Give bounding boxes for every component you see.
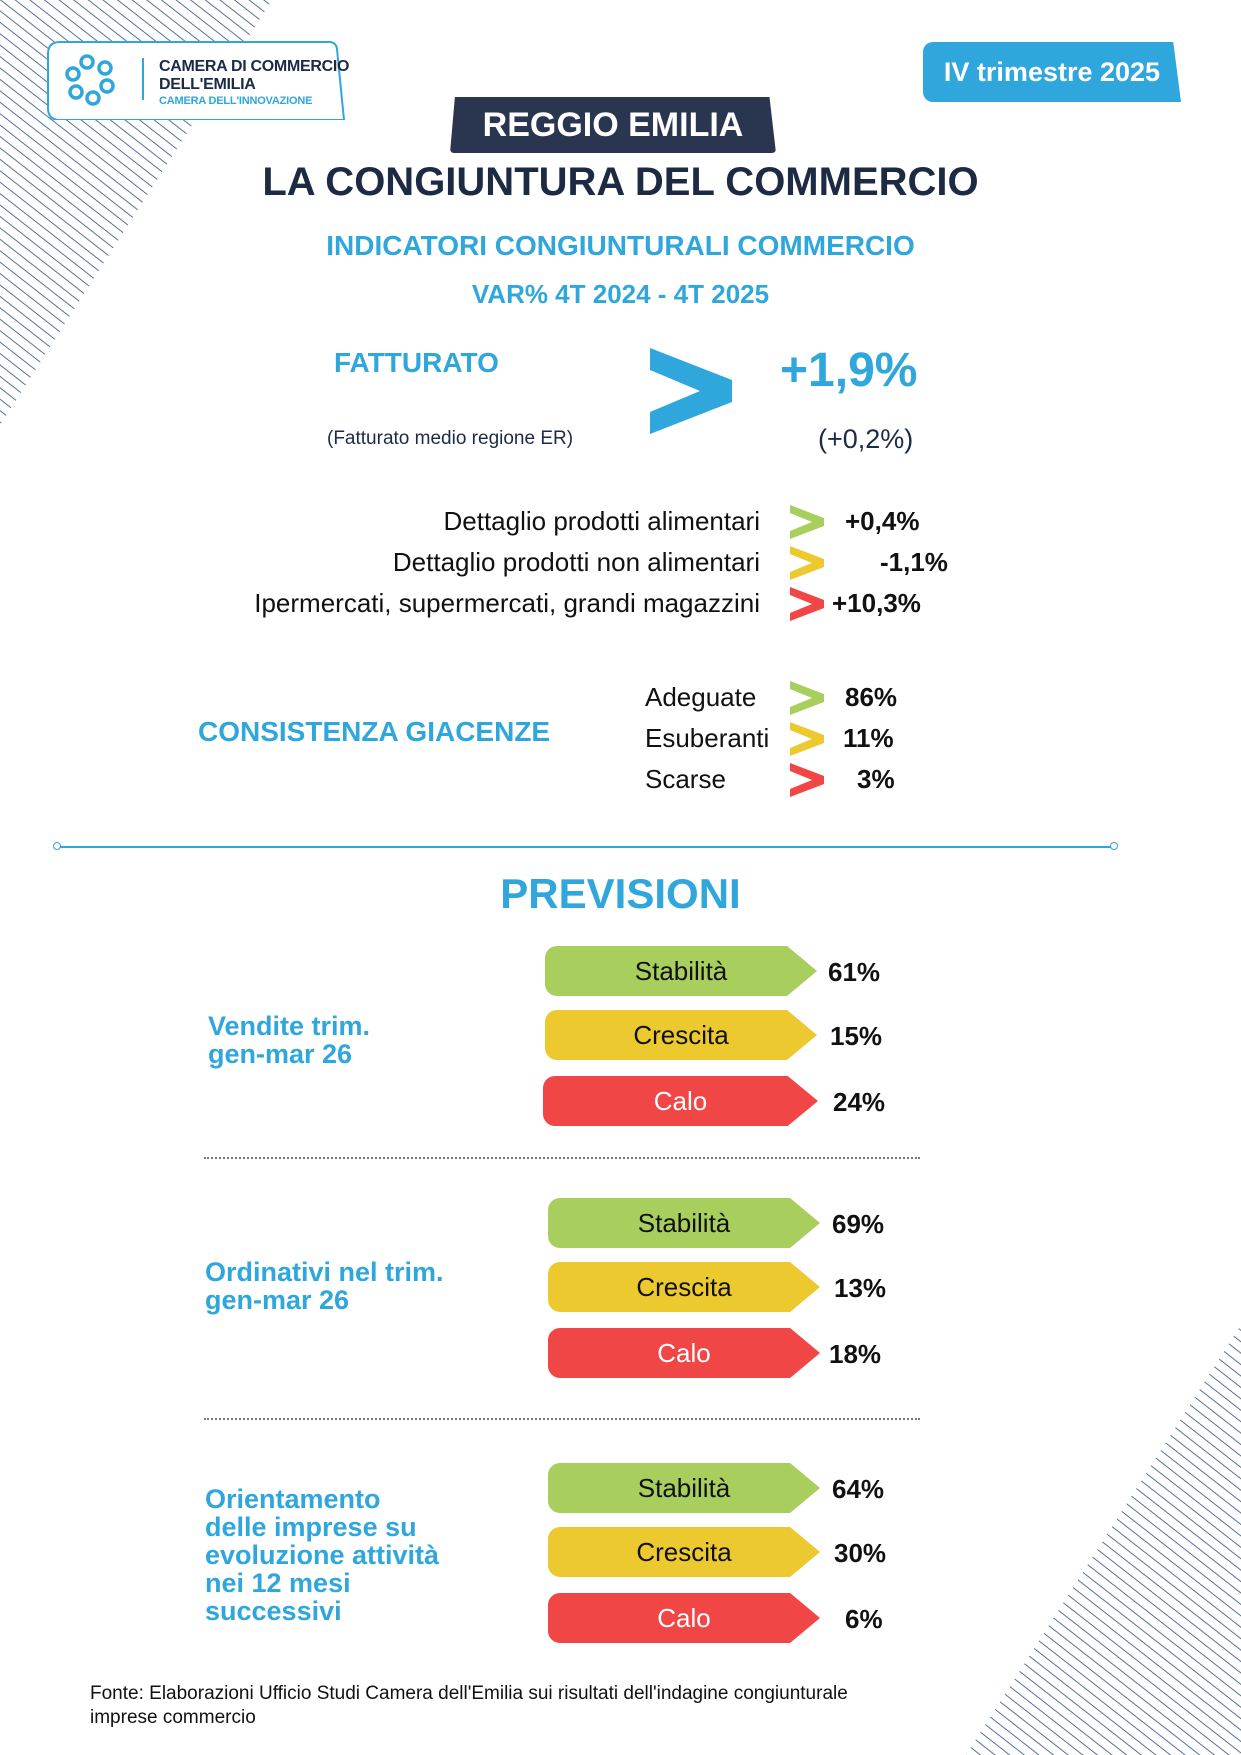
forecast-value: 69%: [832, 1209, 885, 1239]
sector-value: +10,3%: [832, 588, 921, 618]
chevron-red-icon: [790, 763, 824, 797]
logo-line2: DELL'EMILIA: [159, 76, 256, 93]
chevron-green-icon: [790, 505, 824, 539]
forecast-pill-stabilita: Stabilità: [548, 1463, 820, 1513]
divider-endpoint: [1110, 842, 1118, 850]
footnote-line: Fonte: Elaborazioni Ufficio Studi Camera…: [90, 1683, 848, 1704]
forecast-value: 15%: [830, 1021, 883, 1051]
decorative-hatch-bottom-right: [966, 1325, 1241, 1755]
giacenze-item-label: Scarse: [645, 764, 726, 794]
forecast-group-label-line: Vendite trim.: [208, 1011, 371, 1041]
forecast-group-label: Vendite trim. gen-mar 26: [208, 1012, 370, 1068]
group-separator: [204, 1157, 920, 1159]
forecast-group-label-line: Ordinativi nel trim.: [205, 1257, 444, 1287]
source-footnote: Fonte: Elaborazioni Ufficio Studi Camera…: [90, 1682, 990, 1730]
sector-value: -1,1%: [880, 547, 948, 577]
forecast-pill-stabilita: Stabilità: [548, 1198, 820, 1248]
forecast-pill-calo: Calo: [543, 1076, 818, 1126]
forecast-value: 6%: [845, 1604, 883, 1634]
logo-emblem-icon: [65, 54, 115, 106]
forecast-pill-crescita: Crescita: [548, 1262, 820, 1312]
forecast-value: 30%: [834, 1538, 887, 1568]
forecast-group-label-line: successivi: [205, 1596, 342, 1626]
forecast-value: 13%: [834, 1273, 887, 1303]
forecast-value: 61%: [828, 957, 881, 987]
fatturato-note: (Fatturato medio regione ER): [327, 428, 574, 449]
group-separator: [204, 1418, 920, 1420]
forecast-group-label: Orientamento delle imprese su evoluzione…: [205, 1485, 439, 1625]
forecast-pill-calo: Calo: [548, 1328, 820, 1378]
chevron-yellow-icon: [790, 546, 824, 580]
forecast-value: 18%: [829, 1339, 882, 1369]
giacenze-label: CONSISTENZA GIACENZE: [198, 716, 551, 747]
forecast-group-label-line: Orientamento: [205, 1484, 381, 1514]
forecast-group-label-line: gen-mar 26: [205, 1285, 350, 1315]
quarter-badge: IV trimestre 2025: [923, 42, 1181, 102]
page-title: LA CONGIUNTURA DEL COMMERCIO: [262, 160, 979, 204]
sector-label: Dettaglio prodotti non alimentari: [392, 547, 760, 577]
giacenze-item-label: Esuberanti: [645, 723, 770, 753]
chevron-yellow-icon: [790, 722, 824, 756]
period-subtitle: VAR% 4T 2024 - 4T 2025: [471, 279, 770, 309]
giacenze-item-value: 86%: [845, 682, 898, 712]
giacenze-item-label: Adeguate: [645, 682, 757, 712]
forecast-group-label-line: nei 12 mesi: [205, 1568, 351, 1598]
giacenze-item-value: 11%: [843, 723, 894, 753]
region-badge: REGGIO EMILIA: [450, 97, 776, 153]
forecast-group-label-line: delle imprese su: [205, 1512, 417, 1542]
fatturato-label: FATTURATO: [334, 347, 499, 378]
forecast-pill-crescita: Crescita: [545, 1010, 817, 1060]
logo-line3: CAMERA DELL'INNOVAZIONE: [159, 95, 313, 107]
forecast-pill-stabilita: Stabilità: [545, 946, 817, 996]
giacenze-item-value: 3%: [857, 764, 895, 794]
forecast-value: 64%: [832, 1474, 885, 1504]
sector-label: Ipermercati, supermercati, grandi magazz…: [254, 588, 760, 618]
divider-endpoint: [53, 842, 61, 850]
previsioni-title: PREVISIONI: [500, 870, 741, 917]
forecast-value: 24%: [833, 1087, 886, 1117]
section-subtitle: INDICATORI CONGIUNTURALI COMMERCIO: [326, 230, 915, 261]
section-divider: [56, 846, 1114, 848]
chevron-red-icon: [790, 587, 824, 621]
forecast-group-label-line: gen-mar 26: [208, 1039, 353, 1069]
chevron-green-icon: [790, 681, 824, 715]
fatturato-regional-value: (+0,2%): [818, 424, 914, 454]
forecast-group-label: Ordinativi nel trim. gen-mar 26: [205, 1258, 444, 1314]
forecast-group-label-line: evoluzione attività: [205, 1540, 440, 1570]
logo: CAMERA DI COMMERCIO DELL'EMILIA CAMERA D…: [46, 40, 384, 120]
sector-value: +0,4%: [845, 506, 920, 536]
logo-line1: CAMERA DI COMMERCIO: [159, 58, 350, 75]
forecast-pill-crescita: Crescita: [548, 1527, 820, 1577]
trend-chevron-icon: [650, 348, 732, 434]
footnote-line: imprese commercio: [90, 1707, 256, 1728]
fatturato-value: +1,9%: [780, 344, 918, 397]
forecast-pill-calo: Calo: [548, 1593, 820, 1643]
sector-label: Dettaglio prodotti alimentari: [443, 506, 761, 536]
